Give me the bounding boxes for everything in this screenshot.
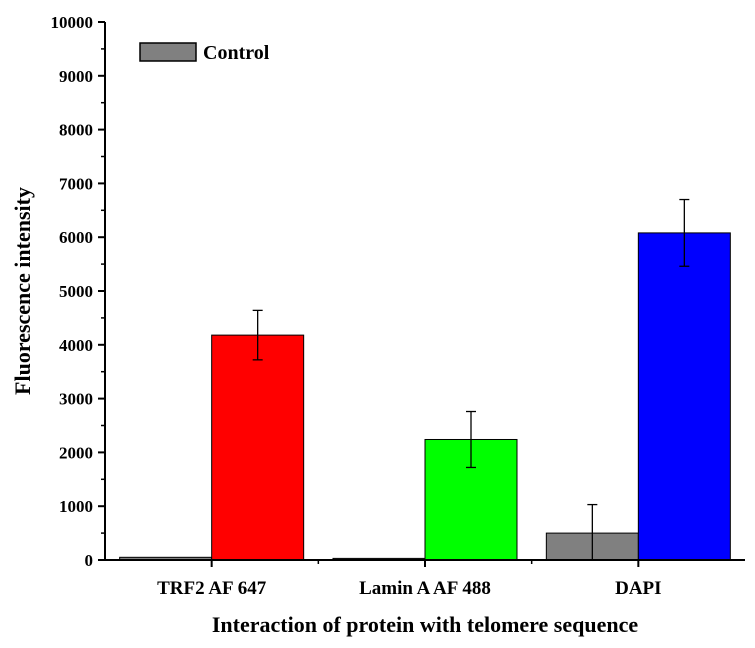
legend-swatch-control xyxy=(139,42,197,62)
x-axis-title: Interaction of protein with telomere seq… xyxy=(212,612,639,637)
x-axis-ticks: TRF2 AF 647 Lamin A AF 488 DAPI xyxy=(157,560,662,599)
bar xyxy=(211,334,305,561)
y-tick-label: 10000 xyxy=(51,13,94,32)
y-tick-label: 0 xyxy=(85,551,94,570)
y-tick-label: 1000 xyxy=(59,497,93,516)
y-tick-label: 4000 xyxy=(59,336,93,355)
legend-label-control: Control xyxy=(203,42,270,64)
y-tick-label: 9000 xyxy=(59,67,93,86)
x-tick-label: DAPI xyxy=(615,578,661,599)
y-tick-label: 7000 xyxy=(59,174,93,193)
y-tick-label: 8000 xyxy=(59,121,93,140)
y-tick-label: 2000 xyxy=(59,443,93,462)
x-tick-label: Lamin A AF 488 xyxy=(359,578,491,599)
legend: Control xyxy=(139,42,270,64)
y-tick-label: 6000 xyxy=(59,228,93,247)
x-tick-label: TRF2 AF 647 xyxy=(157,578,267,599)
bar xyxy=(637,232,731,561)
plot-area xyxy=(119,198,731,561)
y-tick-label: 5000 xyxy=(59,282,93,301)
y-tick-label: 3000 xyxy=(59,390,93,409)
y-axis-ticks: 0 1000 2000 3000 4000 5000 6000 7000 8000 9000 100… xyxy=(51,13,105,570)
y-axis-title: Fluorescence intensity xyxy=(10,187,35,395)
